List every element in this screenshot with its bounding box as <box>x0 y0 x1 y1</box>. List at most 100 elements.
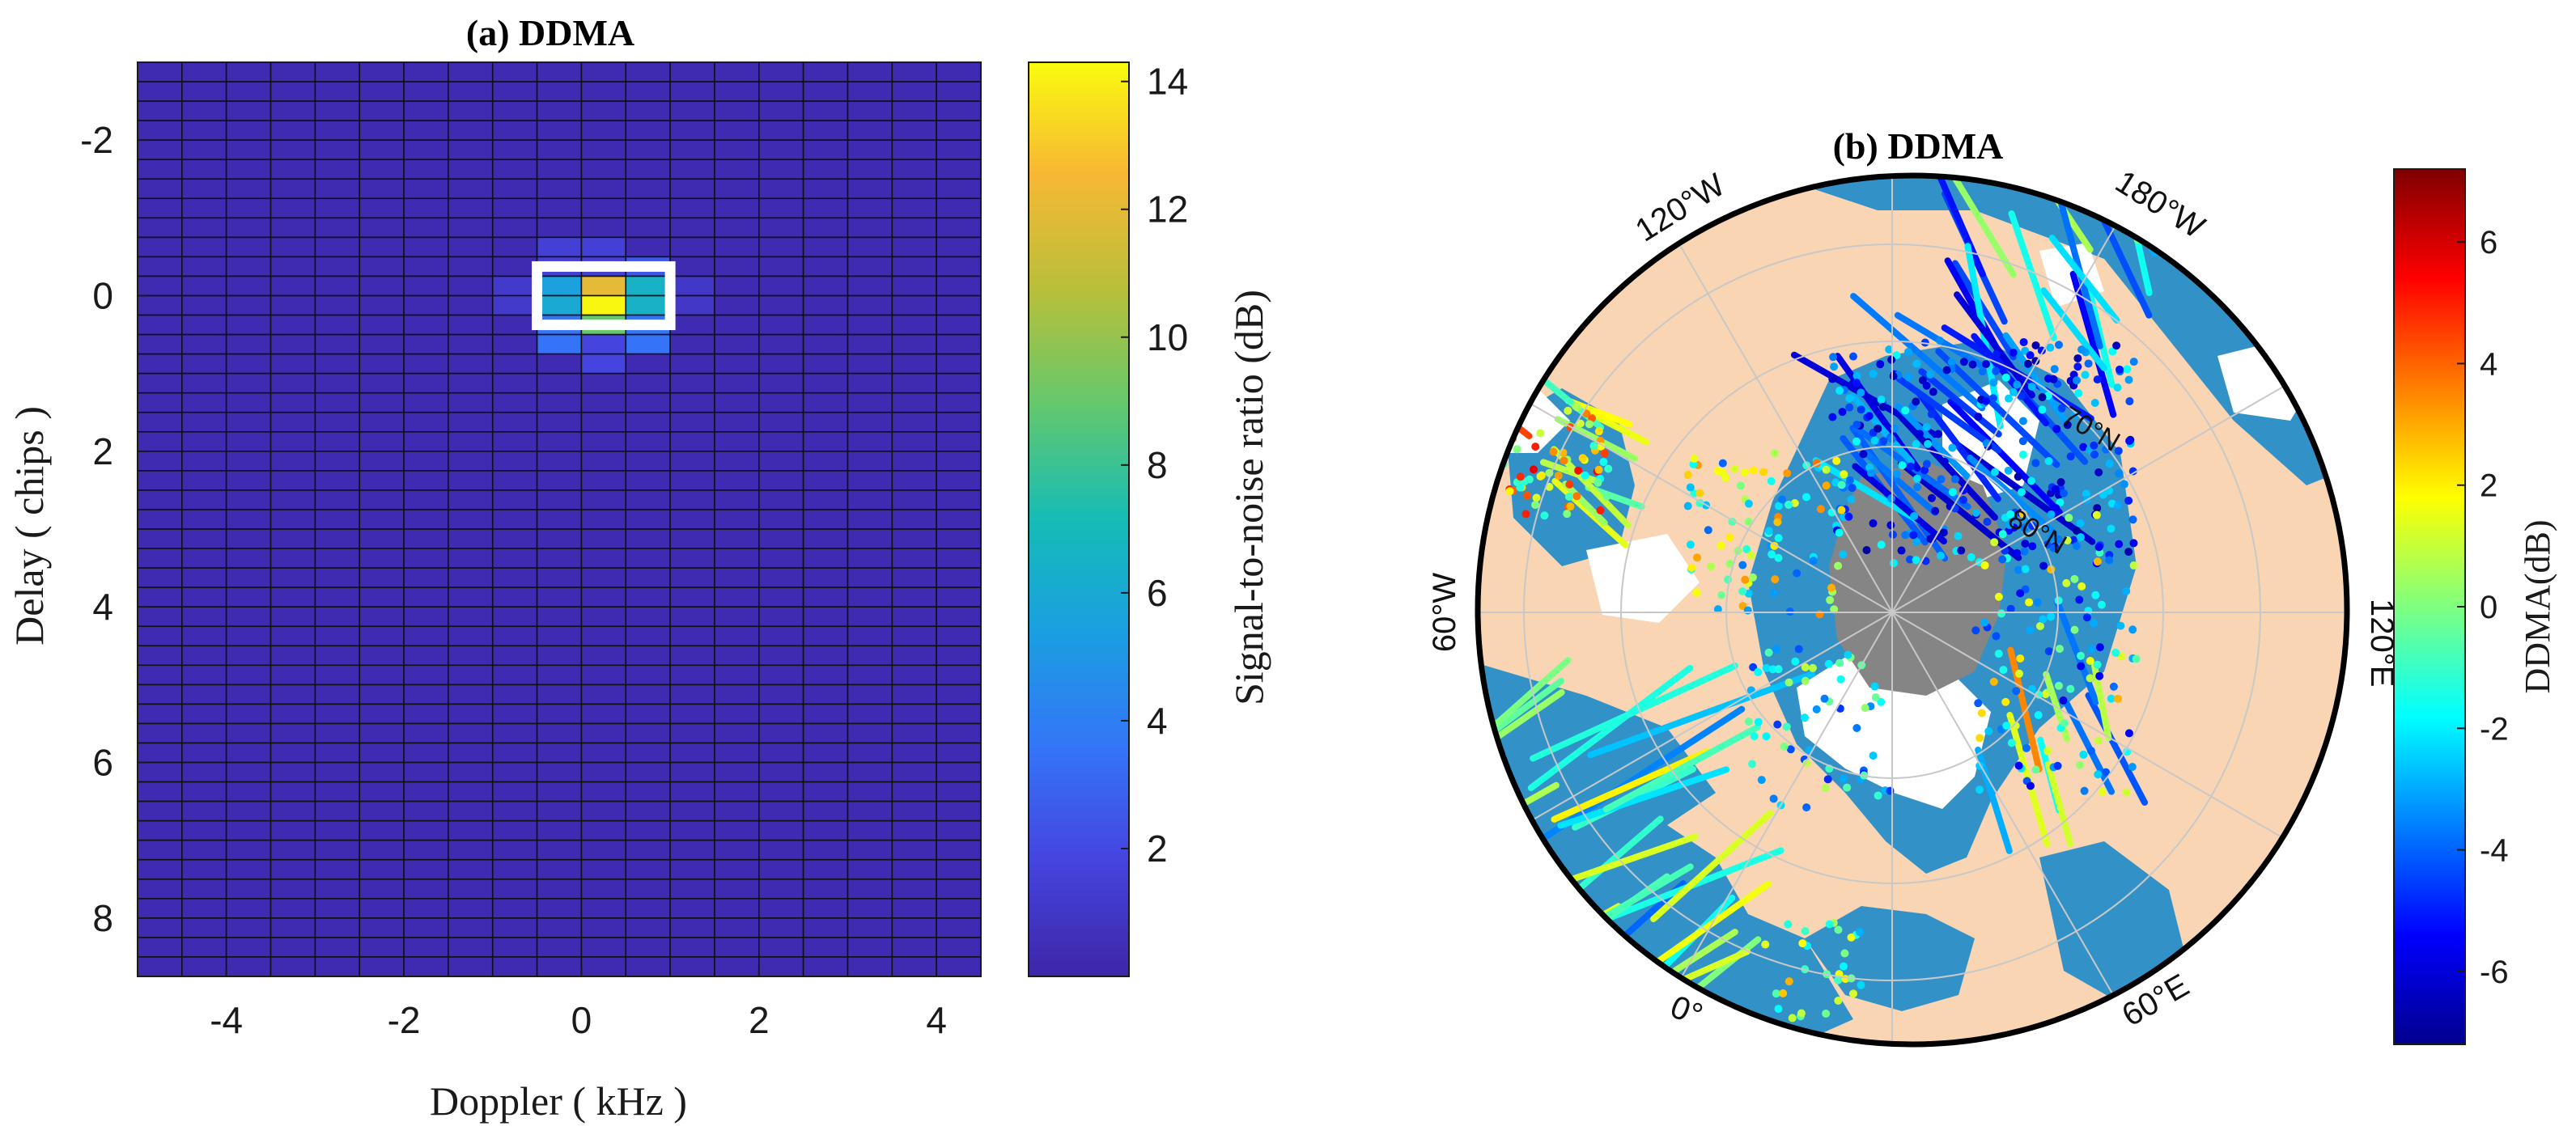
ddma-point <box>2098 787 2107 796</box>
heatmap-cell <box>491 781 538 802</box>
heatmap-cell <box>891 722 937 744</box>
ddma-point <box>1878 402 1887 411</box>
heatmap-cell <box>314 761 361 783</box>
ddma-point <box>1839 550 1848 559</box>
heatmap-cell <box>758 722 804 744</box>
ddma-point <box>2081 370 2090 379</box>
heatmap-cell <box>269 664 316 686</box>
heatmap-cell <box>802 742 849 764</box>
heatmap-cell <box>936 684 982 705</box>
ddma-point <box>1596 506 1605 514</box>
heatmap-cell <box>359 353 405 375</box>
ddma-point <box>2049 544 2058 553</box>
ddma-point <box>2026 626 2035 635</box>
ddma-point <box>1516 483 1525 492</box>
ddma-point <box>1839 962 1848 971</box>
heatmap-cell <box>137 275 183 297</box>
heatmap-cell <box>359 372 405 394</box>
ddma-point <box>1998 530 2007 539</box>
heatmap-cell <box>936 586 982 608</box>
heatmap-cell <box>802 372 849 394</box>
ddma-point <box>1991 366 2000 375</box>
ddma-point <box>1852 371 1861 380</box>
heatmap-cell <box>137 528 183 549</box>
ddma-track <box>1478 903 1622 1002</box>
heatmap-cell <box>137 236 183 258</box>
heatmap-cell <box>491 742 538 764</box>
heatmap-cell <box>847 120 893 141</box>
ddma-point <box>2056 498 2065 507</box>
ddma-point <box>2039 615 2048 624</box>
heatmap-cell <box>491 411 538 433</box>
heatmap-cell <box>181 294 227 316</box>
ddma-point <box>1840 949 1849 958</box>
ddma-point <box>1594 427 1603 436</box>
heatmap-cell <box>625 392 671 413</box>
ddma-point <box>1695 489 1704 498</box>
heatmap-cell <box>714 372 760 394</box>
ddma-point <box>1905 555 1914 564</box>
ddma-point <box>2124 729 2133 738</box>
heatmap-cell <box>580 742 627 764</box>
ddma-track <box>1530 929 1738 1044</box>
heatmap-cell <box>403 548 449 569</box>
heatmap-cell <box>137 61 183 83</box>
ddma-point <box>1857 405 1865 414</box>
heatmap-cell <box>491 100 538 121</box>
heatmap-cell <box>225 178 272 200</box>
heatmap-cell <box>359 275 405 297</box>
heatmap-cell <box>669 937 715 958</box>
ddma-point <box>1892 351 1901 360</box>
ddma-point <box>1834 996 1843 1005</box>
heatmap-cell <box>137 372 183 394</box>
heatmap-cell <box>269 956 316 977</box>
ddma-point <box>1725 533 1734 542</box>
heatmap-cell <box>936 431 982 452</box>
heatmap-cell <box>448 451 494 472</box>
ddma-point <box>1915 430 1924 438</box>
ddma-point <box>2057 404 2066 413</box>
heatmap-cell <box>359 781 405 802</box>
ddma-point <box>1713 605 1722 614</box>
heatmap-cell <box>269 645 316 667</box>
heatmap-cell <box>269 684 316 705</box>
heatmap-cell <box>448 120 494 141</box>
ddma-point <box>2125 436 2134 445</box>
ddma-point <box>1974 699 1983 708</box>
ddma-track <box>1852 463 1947 545</box>
heatmap-cell <box>536 722 583 744</box>
ddma-point <box>1741 575 1750 584</box>
heatmap-cell <box>403 314 449 336</box>
heatmap-x-tick-label: -4 <box>210 999 243 1041</box>
heatmap-cell <box>181 139 227 161</box>
heatmap-cell <box>802 781 849 802</box>
ddma-point <box>1704 526 1712 535</box>
ddma-point <box>1957 546 1966 555</box>
heatmap-cell <box>625 664 671 686</box>
ddma-point <box>2108 347 2117 356</box>
heatmap-cell <box>625 761 671 783</box>
heatmap-cell <box>936 722 982 744</box>
heatmap-cell <box>802 878 849 900</box>
heatmap-cell <box>669 431 715 452</box>
ddma-point <box>2021 540 2030 548</box>
heatmap-cell <box>891 470 937 491</box>
heatmap-cell <box>448 178 494 200</box>
ddma-point <box>2038 405 2047 414</box>
heatmap-cell <box>891 684 937 705</box>
heatmap-cell <box>802 722 849 744</box>
ddma-point <box>2018 488 2026 497</box>
heatmap-cell <box>847 567 893 588</box>
heatmap-cell <box>891 781 937 802</box>
heatmap-cell <box>269 489 316 510</box>
heatmap-cell <box>137 722 183 744</box>
ddma-point <box>1980 561 1989 570</box>
heatmap-cell <box>669 684 715 705</box>
ddma-track <box>1602 723 1761 813</box>
heatmap-cell <box>314 858 361 880</box>
heatmap-cell <box>758 956 804 977</box>
heatmap-cell <box>714 509 760 530</box>
heatmap-cell <box>802 178 849 200</box>
ddma-point <box>2052 504 2060 513</box>
ddma-point <box>2129 539 2138 548</box>
